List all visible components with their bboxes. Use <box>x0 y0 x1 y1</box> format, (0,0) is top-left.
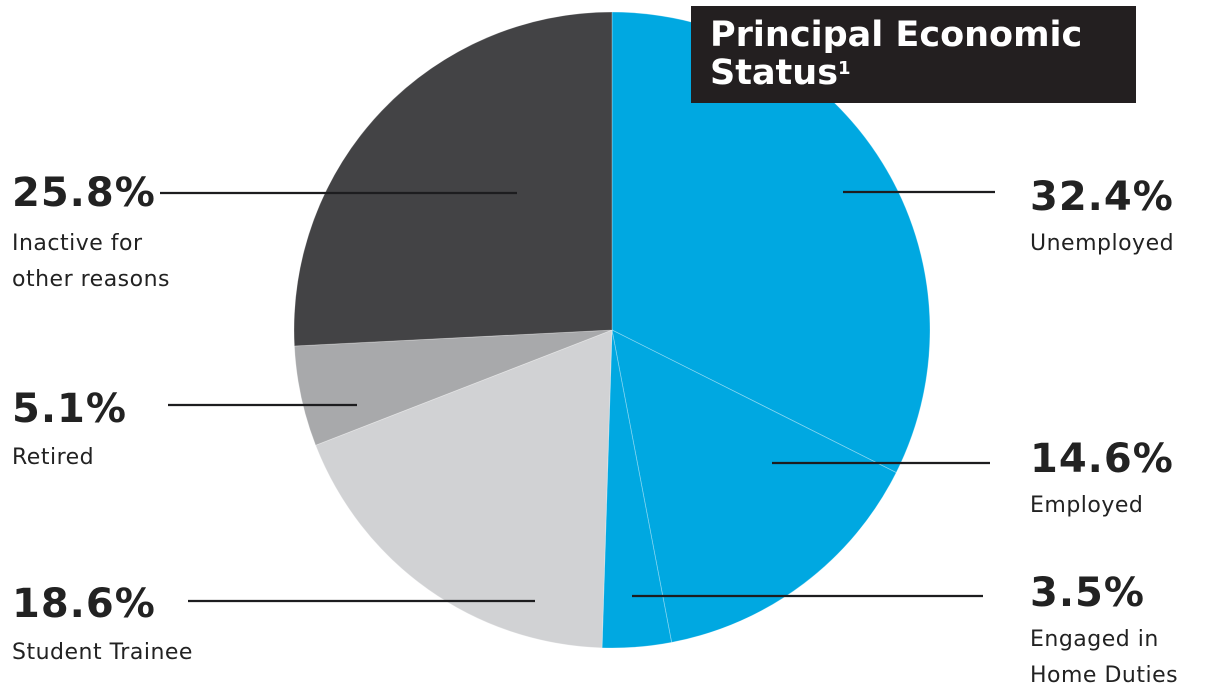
pie-slice-inactive-for-other-reasons <box>293 11 613 347</box>
slice-label: Inactive for <box>12 231 143 256</box>
title-footnote-marker: 1 <box>838 58 851 79</box>
title-box <box>691 6 1136 103</box>
pie-slice-engaged-in-home-duties <box>601 329 673 649</box>
pie-slices <box>293 11 931 649</box>
leader-lines <box>160 190 995 603</box>
pie-slice-employed <box>611 329 897 643</box>
slice-label: Student Trainee <box>12 640 193 665</box>
slice-label: other reasons <box>12 267 170 292</box>
pie-slice-student-trainee <box>315 329 613 649</box>
slice-percentage: 14.6% <box>1030 436 1174 482</box>
slice-label: Home Duties <box>1030 663 1178 688</box>
slice-percentage: 5.1% <box>12 386 127 432</box>
slice-percentage: 3.5% <box>1030 570 1145 616</box>
slice-percentage: 25.8% <box>12 170 156 216</box>
slice-label: Unemployed <box>1030 231 1174 256</box>
slice-percentage: 32.4% <box>1030 174 1174 220</box>
chart-title-text: Principal Economic Status <box>710 15 1083 93</box>
slice-labels: 32.4% Unemployed 14.6% Employed 3.5% Engaged … <box>12 170 1178 688</box>
slice-label: Engaged in <box>1030 627 1159 652</box>
slice-label: Employed <box>1030 493 1143 518</box>
pie-slice-retired <box>293 329 613 446</box>
slice-label: Retired <box>12 445 94 470</box>
chart-title: Principal Economic Status1 <box>710 16 1130 92</box>
slice-percentage: 18.6% <box>12 581 156 627</box>
